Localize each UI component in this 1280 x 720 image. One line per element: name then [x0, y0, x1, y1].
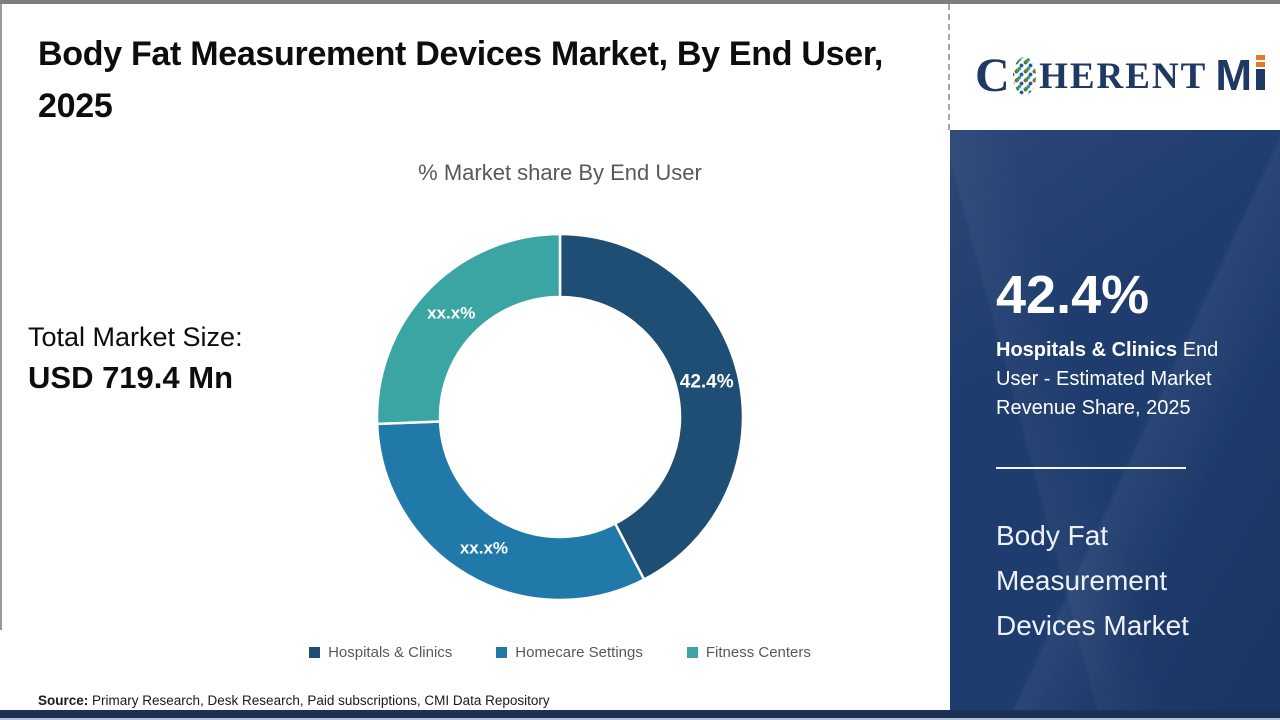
total-market-size-label: Total Market Size:	[28, 322, 243, 352]
donut-segment-2	[375, 232, 562, 426]
donut-segment-label: xx.x%	[427, 303, 475, 322]
total-market-size-block: Total Market Size: USD 719.4 Mn	[28, 322, 328, 396]
logo-letters-herent: HERENT	[1039, 55, 1208, 97]
coherent-mi-logo: C HERENT M	[975, 44, 1265, 108]
panel-divider-line	[996, 467, 1186, 469]
legend-marker-homecare-settings	[496, 647, 508, 658]
legend-marker-fitness-centers	[686, 647, 698, 658]
panel-stat-value: 42.4%	[996, 265, 1150, 325]
bottom-accent-bar	[0, 710, 1280, 718]
donut-segment-1	[375, 420, 646, 602]
panel-market-title: Body Fat Measurement Devices Market	[996, 520, 1189, 641]
source-label: Source:	[38, 693, 89, 708]
panel-stat-description: Hospitals & Clinics End User - Estimated…	[996, 336, 1248, 423]
legend-label: Hospitals & Clinics	[328, 644, 453, 661]
legend-item-hospitals-clinics: Hospitals & Clinics	[309, 644, 452, 661]
slide-top-border	[0, 0, 1280, 4]
logo-i-accent	[1256, 55, 1265, 90]
header-dashed-divider	[948, 4, 950, 130]
chart-title: % Market share By End User	[418, 160, 702, 185]
donut-chart-svg: 42.4% xx.x% xx.x%	[375, 232, 745, 602]
panel-stat-rest: End User - Estimated Market Revenue Shar…	[996, 339, 1219, 419]
bottom-edge-line	[0, 718, 1280, 720]
key-insight-panel: 42.4% Hospitals & Clinics End User - Est…	[950, 130, 1280, 712]
slide-left-border	[0, 4, 2, 630]
legend-item-fitness-centers: Fitness Centers	[686, 644, 811, 661]
donut-chart: 42.4% xx.x% xx.x%	[370, 227, 750, 607]
legend-item-homecare-settings: Homecare Settings	[496, 644, 643, 661]
donut-segment-0	[558, 232, 745, 582]
total-market-size-value: USD 719.4 Mn	[28, 360, 234, 395]
legend-marker-hospitals-clinics	[309, 647, 321, 658]
donut-segment-label: xx.x%	[460, 538, 508, 557]
source-citation: Source: Primary Research, Desk Research,…	[38, 693, 550, 708]
logo-letter-c: C	[975, 49, 1010, 102]
donut-segment-label: 42.4%	[680, 371, 734, 392]
panel-stat-highlight: Hospitals & Clinics	[996, 339, 1178, 361]
page-title: Body Fat Measurement Devices Market, By …	[38, 35, 884, 125]
legend-label: Fitness Centers	[705, 644, 811, 661]
chart-legend: Hospitals & Clinics Homecare Settings Fi…	[210, 644, 910, 661]
globe-dots-icon	[1012, 57, 1037, 95]
source-text: Primary Research, Desk Research, Paid su…	[88, 693, 550, 708]
logo-letters-mi: M	[1215, 54, 1265, 98]
legend-label: Homecare Settings	[515, 644, 643, 661]
